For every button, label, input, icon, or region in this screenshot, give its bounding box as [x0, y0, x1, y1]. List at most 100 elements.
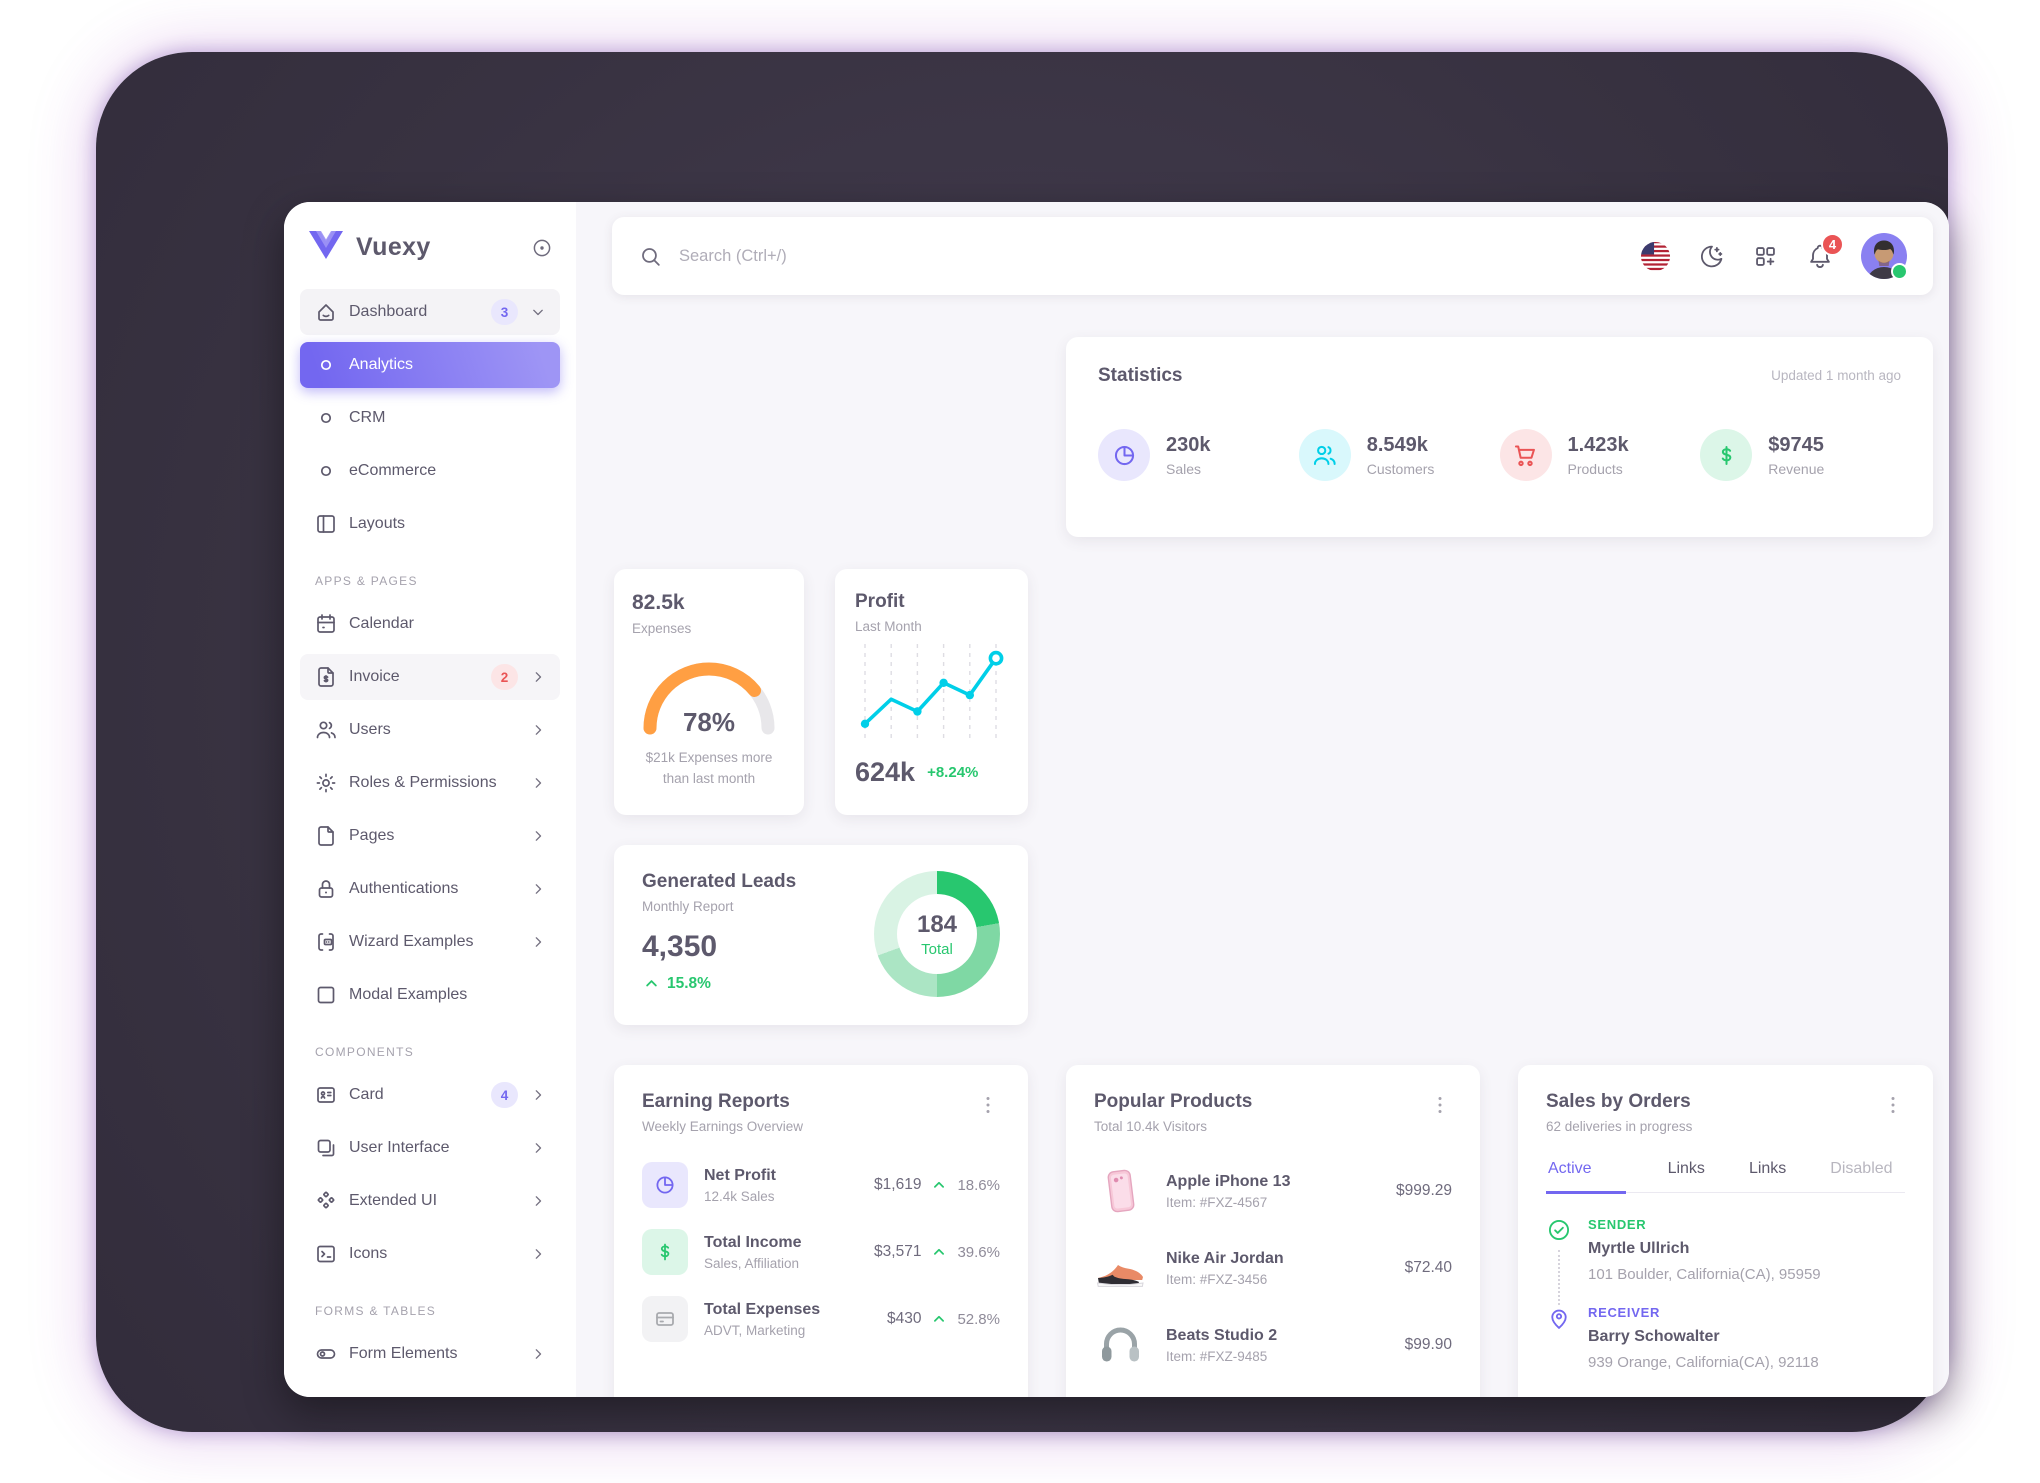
- stat-value: 230k: [1166, 433, 1211, 456]
- sidebar-item-calendar[interactable]: Calendar: [300, 601, 560, 647]
- sidebar-item-extended-ui[interactable]: Extended UI: [300, 1178, 560, 1224]
- stat-value: 8.549k: [1366, 433, 1428, 456]
- kebab-menu-icon[interactable]: [1881, 1093, 1905, 1117]
- tab-links[interactable]: Links: [1748, 1160, 1787, 1177]
- sidebar-item-analytics[interactable]: Analytics: [300, 342, 560, 388]
- tab-disabled[interactable]: Disabled: [1830, 1160, 1893, 1177]
- tab-active[interactable]: Active: [1546, 1160, 1626, 1194]
- sidebar-item-roles-permissions[interactable]: Roles & Permissions: [300, 760, 560, 806]
- profit-card: Profit Last Month 624k +8.24%: [835, 569, 1028, 815]
- leads-text-block: Generated Leads Monthly Report 4,350 15.…: [642, 871, 796, 999]
- settings-icon: [314, 771, 338, 795]
- profit-subtitle: Last Month: [855, 619, 922, 634]
- sidebar-pin-toggle-icon[interactable]: [530, 236, 554, 260]
- sidebar-item-label: Authentications: [349, 880, 459, 897]
- earning-row-title: Net Profit: [704, 1166, 776, 1184]
- id-card-icon: [314, 1083, 338, 1107]
- search-input[interactable]: [677, 245, 1101, 267]
- sidebar-item-label: Dashboard: [349, 303, 428, 320]
- dollar-icon: [642, 1229, 688, 1275]
- chart-pie-icon: [642, 1162, 688, 1208]
- sidebar-item-invoice[interactable]: Invoice 2: [300, 654, 560, 700]
- earning-row-delta: 52.8%: [957, 1310, 1000, 1328]
- leads-donut-chart: 184 Total: [874, 871, 1000, 997]
- earning-row-subtitle: Sales, Affiliation: [704, 1255, 800, 1271]
- orders-tabs: Active Links Links Disabled: [1546, 1160, 1905, 1194]
- diamonds-icon: [314, 1189, 338, 1213]
- notifications-bell-icon[interactable]: 4: [1806, 233, 1844, 270]
- sidebar-item-crm[interactable]: CRM: [300, 395, 560, 441]
- timeline-address: 101 Boulder, California(CA), 95959: [1588, 1266, 1821, 1283]
- main-content: 4 Statistics Updated 1 month ago 230k Sal…: [576, 202, 1949, 1397]
- timeline-name: Barry Schowalter: [1588, 1328, 1720, 1345]
- kebab-menu-icon[interactable]: [976, 1093, 1000, 1117]
- earning-row-total-expenses: Total Expenses ADVT, Marketing $430 52.8%: [642, 1296, 1000, 1342]
- earning-row-title: Total Income: [704, 1233, 802, 1251]
- sidebar-item-layouts[interactable]: Layouts: [300, 501, 560, 547]
- sidebar-section-forms-tables: FORMS & TABLES: [315, 1304, 437, 1318]
- timeline-address: 939 Orange, California(CA), 92118: [1588, 1354, 1819, 1371]
- sidebar-item-users[interactable]: Users: [300, 707, 560, 753]
- users-icon: [314, 718, 338, 742]
- product-row-apple-iphone-13[interactable]: Apple iPhone 13 Item: #FXZ-4567 $999.29: [1094, 1164, 1452, 1218]
- sidebar-item-authentications[interactable]: Authentications: [300, 866, 560, 912]
- earning-row-value: $430: [886, 1310, 922, 1327]
- sidebar-item-pages[interactable]: Pages: [300, 813, 560, 859]
- language-flag-icon[interactable]: [1640, 241, 1671, 272]
- user-avatar[interactable]: [1861, 233, 1908, 280]
- chevron-right-icon: [528, 826, 548, 846]
- cart-icon: [1499, 429, 1552, 481]
- sidebar-item-user-interface[interactable]: User Interface: [300, 1125, 560, 1171]
- stat-customers: 8.549k Customers: [1298, 429, 1500, 481]
- stat-value: $9745: [1768, 433, 1824, 456]
- product-name: Apple iPhone 13: [1166, 1172, 1291, 1190]
- circle-icon: [314, 353, 338, 377]
- profit-delta: +8.24%: [927, 764, 979, 781]
- timeline-entry-sender: SENDER Myrtle Ullrich 101 Boulder, Califor…: [1546, 1217, 1905, 1305]
- kebab-menu-icon[interactable]: [1428, 1093, 1452, 1117]
- statistics-title: Statistics: [1098, 365, 1183, 386]
- product-item-code: Item: #FXZ-9485: [1166, 1348, 1268, 1364]
- product-row-beats-studio-2[interactable]: Beats Studio 2 Item: #FXZ-9485 $99.90: [1094, 1318, 1452, 1372]
- shortcuts-grid-icon[interactable]: [1752, 243, 1779, 270]
- sidebar-item-card[interactable]: Card 4: [300, 1072, 560, 1118]
- circle-icon: [314, 459, 338, 483]
- swatch-icon: [314, 1136, 338, 1160]
- sidebar-item-dashboard[interactable]: Dashboard 3: [300, 289, 560, 335]
- expenses-value: 82.5k: [632, 591, 685, 614]
- sidebar-item-ecommerce[interactable]: eCommerce: [300, 448, 560, 494]
- chevron-right-icon: [528, 773, 548, 793]
- sidebar-item-modal-examples[interactable]: Modal Examples: [300, 972, 560, 1018]
- dark-mode-moon-icon[interactable]: [1698, 243, 1725, 270]
- product-image-iphone: [1094, 1164, 1148, 1218]
- dollar-icon: [1700, 429, 1753, 481]
- sidebar-item-label: Icons: [349, 1245, 388, 1262]
- statistics-updated: Updated 1 month ago: [1771, 368, 1901, 383]
- sidebar-item-label: Users: [349, 721, 391, 738]
- earning-row-value: $3,571: [874, 1243, 922, 1260]
- leads-total-value: 184: [916, 910, 958, 938]
- sidebar-item-form-elements[interactable]: Form Elements: [300, 1331, 560, 1377]
- product-row-nike-air-jordan[interactable]: Nike Air Jordan Item: #FXZ-3456 $72.40: [1094, 1241, 1452, 1295]
- earning-reports-card: Earning Reports Weekly Earnings Overview…: [614, 1065, 1028, 1397]
- sidebar-item-icons[interactable]: Icons: [300, 1231, 560, 1277]
- sidebar-item-wizard-examples[interactable]: Wizard Examples: [300, 919, 560, 965]
- sidebar-item-label: Card: [349, 1086, 384, 1103]
- sidebar-item-form-layouts[interactable]: Form Layouts: [300, 1384, 560, 1397]
- circle-icon: [314, 406, 338, 430]
- sidebar-item-label: Calendar: [349, 615, 414, 632]
- leads-title: Generated Leads: [642, 871, 797, 892]
- sidebar-item-label: Modal Examples: [349, 986, 468, 1003]
- file-dollar-icon: [314, 665, 338, 689]
- stat-label: Sales: [1166, 460, 1202, 477]
- earning-rows: Net Profit 12.4k Sales $1,619 18.6% Total In…: [642, 1162, 1000, 1342]
- timeline-connector: [1558, 1250, 1560, 1305]
- tab-links[interactable]: Links: [1667, 1160, 1705, 1177]
- search-icon[interactable]: [638, 244, 663, 269]
- app-window: Vuexy Dashboard 3 Analytics CRM eCommerce Lay…: [284, 202, 1949, 1397]
- chevron-down-icon: [528, 302, 548, 322]
- orders-timeline: SENDER Myrtle Ullrich 101 Boulder, Califor…: [1546, 1217, 1905, 1393]
- product-image-headphones: [1094, 1318, 1148, 1372]
- header-actions: 4: [1640, 233, 1908, 280]
- chevron-right-icon: [528, 1138, 548, 1158]
